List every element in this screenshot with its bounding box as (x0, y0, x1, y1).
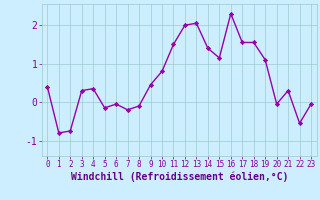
X-axis label: Windchill (Refroidissement éolien,°C): Windchill (Refroidissement éolien,°C) (70, 172, 288, 182)
